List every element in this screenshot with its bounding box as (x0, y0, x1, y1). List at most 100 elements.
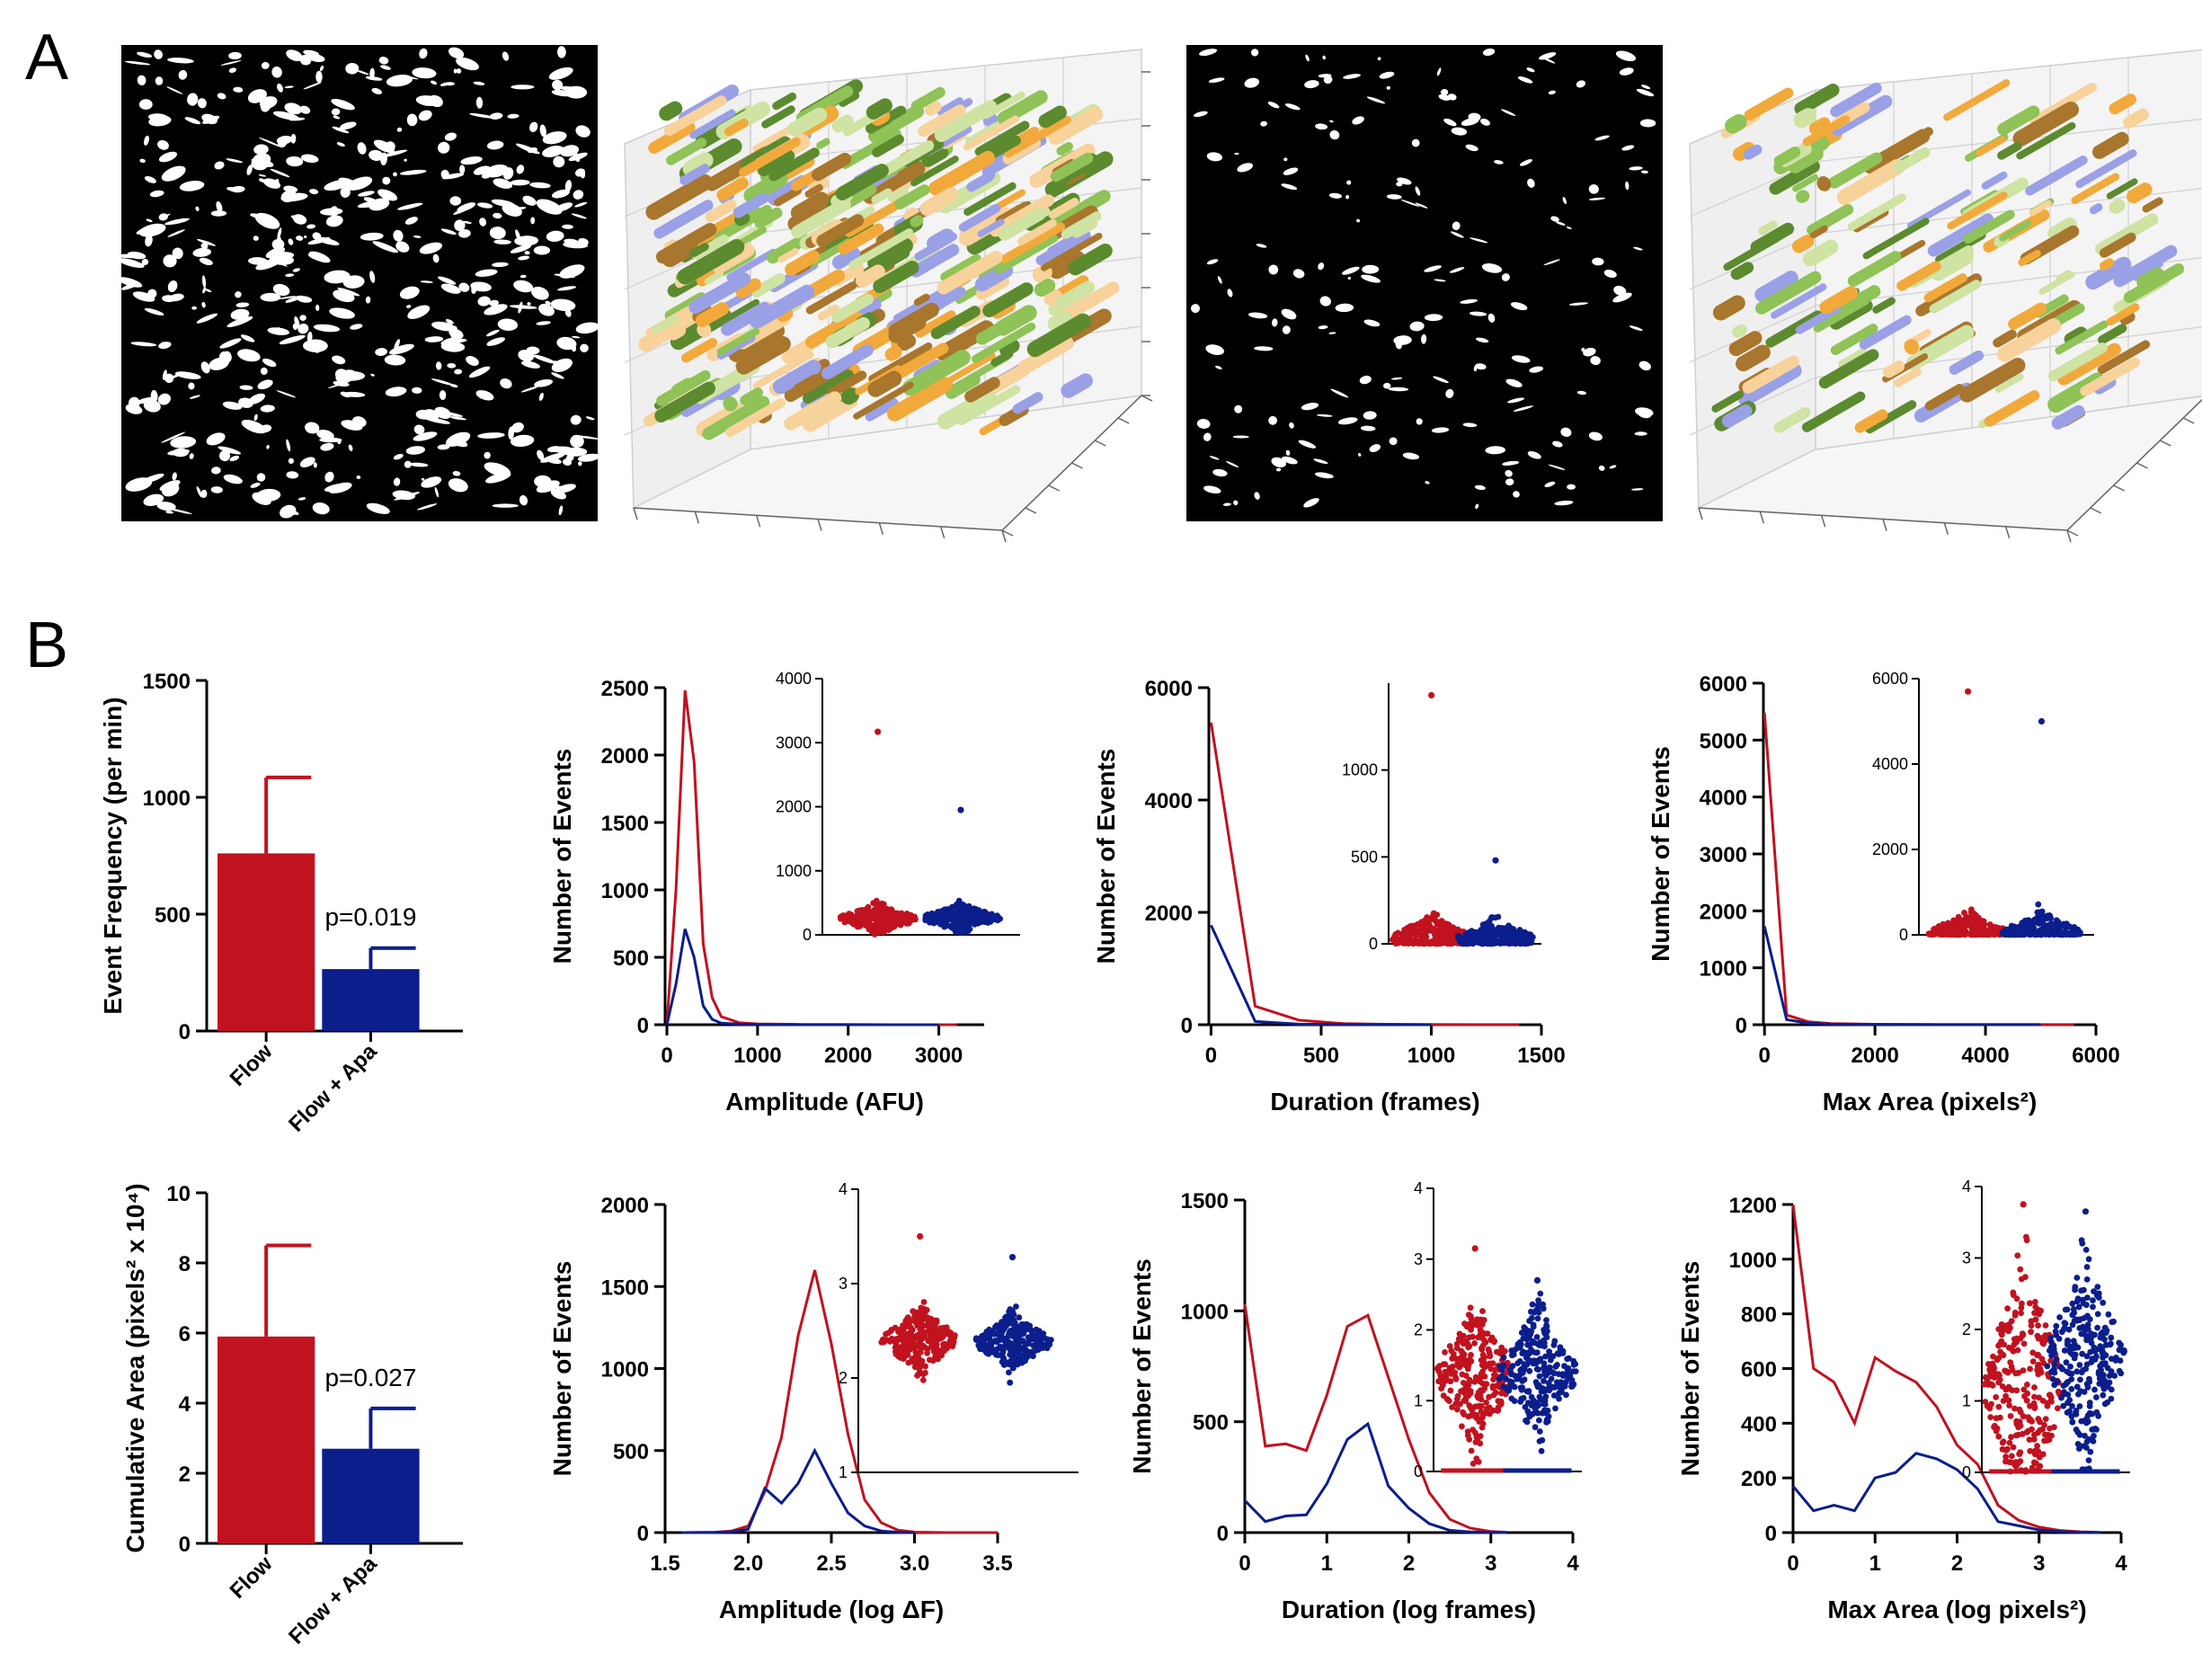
inset-point (892, 1351, 900, 1357)
calcium-event-spot (538, 392, 544, 401)
calcium-event-spot (366, 502, 390, 514)
inset-point (1452, 1375, 1460, 1382)
event-capsule (872, 134, 904, 157)
inset-point (981, 1336, 988, 1343)
calcium-event-spot (529, 182, 551, 189)
calcium-event-spot (554, 273, 575, 279)
calcium-event-spot (1517, 76, 1533, 84)
calcium-event-spot (493, 239, 511, 244)
cube-tick (939, 526, 946, 539)
calcium-event-spot (458, 282, 470, 292)
calcium-event-spot (421, 477, 425, 481)
event-capsule (1737, 362, 1802, 406)
calcium-event-spot (368, 149, 384, 161)
calcium-event-spot (395, 241, 410, 253)
calcium-event-spot (1452, 221, 1461, 231)
inset-point (1543, 1408, 1549, 1414)
inset-point (2074, 1429, 2082, 1436)
event-capsule (1929, 280, 1982, 314)
cube-tick (1117, 417, 1130, 424)
y-axis-title: Number of Events (548, 749, 576, 964)
calcium-event-spot (1550, 216, 1559, 222)
inset-point (1435, 1368, 1443, 1375)
calcium-event-spot (378, 57, 389, 65)
calcium-event-spot (286, 49, 303, 62)
inset-point (1551, 1338, 1558, 1345)
inset-point (2026, 1436, 2033, 1443)
calcium-event-spot (1603, 269, 1617, 279)
inset-point (2047, 1335, 2054, 1342)
inset-point (1442, 1349, 1448, 1356)
calcium-event-spot (1226, 461, 1239, 467)
inset-point (1486, 1404, 1493, 1411)
event-capsule (941, 352, 996, 387)
inset-point (993, 1322, 1000, 1329)
calcium-event-spot (448, 328, 464, 339)
calcium-event-spot (174, 371, 201, 379)
inset-point (1936, 929, 1943, 936)
inset-point (2089, 1356, 2096, 1363)
calcium-event-spot (424, 417, 450, 424)
calcium-event-spot (486, 337, 505, 346)
calcium-event-spot (1409, 321, 1425, 332)
calcium-event-spot (296, 236, 304, 241)
calcium-event-spot (222, 401, 243, 410)
event-capsule (716, 177, 749, 201)
event-capsule (653, 200, 714, 239)
y-tick-label: 800 (1741, 1303, 1777, 1328)
inset-point (1968, 906, 1975, 913)
cube-tick (2004, 526, 2011, 539)
inset-point (1512, 1373, 1519, 1380)
calcium-event-spot (462, 220, 472, 224)
event-capsule (1997, 105, 2040, 136)
event-capsule (1838, 348, 1868, 369)
inset-point (935, 909, 941, 915)
calcium-event-spot (206, 432, 226, 446)
calcium-event-spot (156, 502, 176, 511)
calcium-event-spot (248, 393, 265, 404)
calcium-event-spot (357, 142, 367, 155)
inset-point (2094, 1311, 2101, 1318)
event-capsule (816, 214, 865, 247)
calcium-event-spot (324, 270, 351, 284)
calcium-event-spot (1631, 488, 1644, 491)
calcium-event-spot (1217, 276, 1222, 284)
inset-point (2106, 1373, 2113, 1379)
calcium-event-spot (271, 238, 285, 250)
inset-point (2094, 1324, 2101, 1331)
calcium-event-spot (167, 58, 194, 64)
event-capsule (1017, 218, 1057, 245)
calcium-event-spot (507, 113, 519, 119)
x-tick-label: 2 (1951, 1551, 1963, 1576)
event-capsule (1061, 373, 1093, 398)
event-capsule (1048, 197, 1079, 219)
event-capsule (1721, 404, 1753, 428)
inset-point (1975, 931, 1982, 938)
event-capsule (1847, 193, 1906, 231)
calcium-event-spot (393, 454, 404, 460)
inset-point (1471, 1340, 1478, 1347)
calcium-event-spot (1594, 135, 1610, 141)
event-capsule (1792, 173, 1819, 192)
inset-point (1449, 1370, 1456, 1377)
inset-point (1999, 1445, 2006, 1453)
calcium-event-spot (1328, 332, 1336, 334)
calcium-event-spot (502, 51, 510, 61)
calcium-event-spot (412, 387, 422, 394)
inset-point (2030, 1459, 2038, 1466)
event-capsule (893, 342, 949, 379)
inset-point (1008, 1320, 1015, 1327)
calcium-event-spot (547, 446, 573, 453)
event-capsule (2080, 357, 2140, 396)
inset-point (2017, 1449, 2024, 1455)
inset-point (2096, 1375, 2103, 1382)
inset-point (2100, 1329, 2106, 1336)
inset-point (1500, 1354, 1507, 1361)
calcium-event-spot (518, 350, 535, 362)
event-capsule (1743, 144, 1762, 160)
event-capsule (1056, 142, 1074, 156)
series-line-flow-apa (665, 929, 939, 1027)
calcium-event-spot (192, 247, 211, 257)
event-capsule (817, 304, 840, 321)
